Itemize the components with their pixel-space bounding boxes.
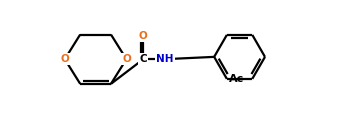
Text: O: O xyxy=(60,54,69,64)
Text: Ac: Ac xyxy=(229,74,244,84)
Text: O: O xyxy=(122,54,131,64)
Text: NH: NH xyxy=(156,54,174,64)
Text: O: O xyxy=(139,31,148,41)
Text: C: C xyxy=(140,54,147,64)
